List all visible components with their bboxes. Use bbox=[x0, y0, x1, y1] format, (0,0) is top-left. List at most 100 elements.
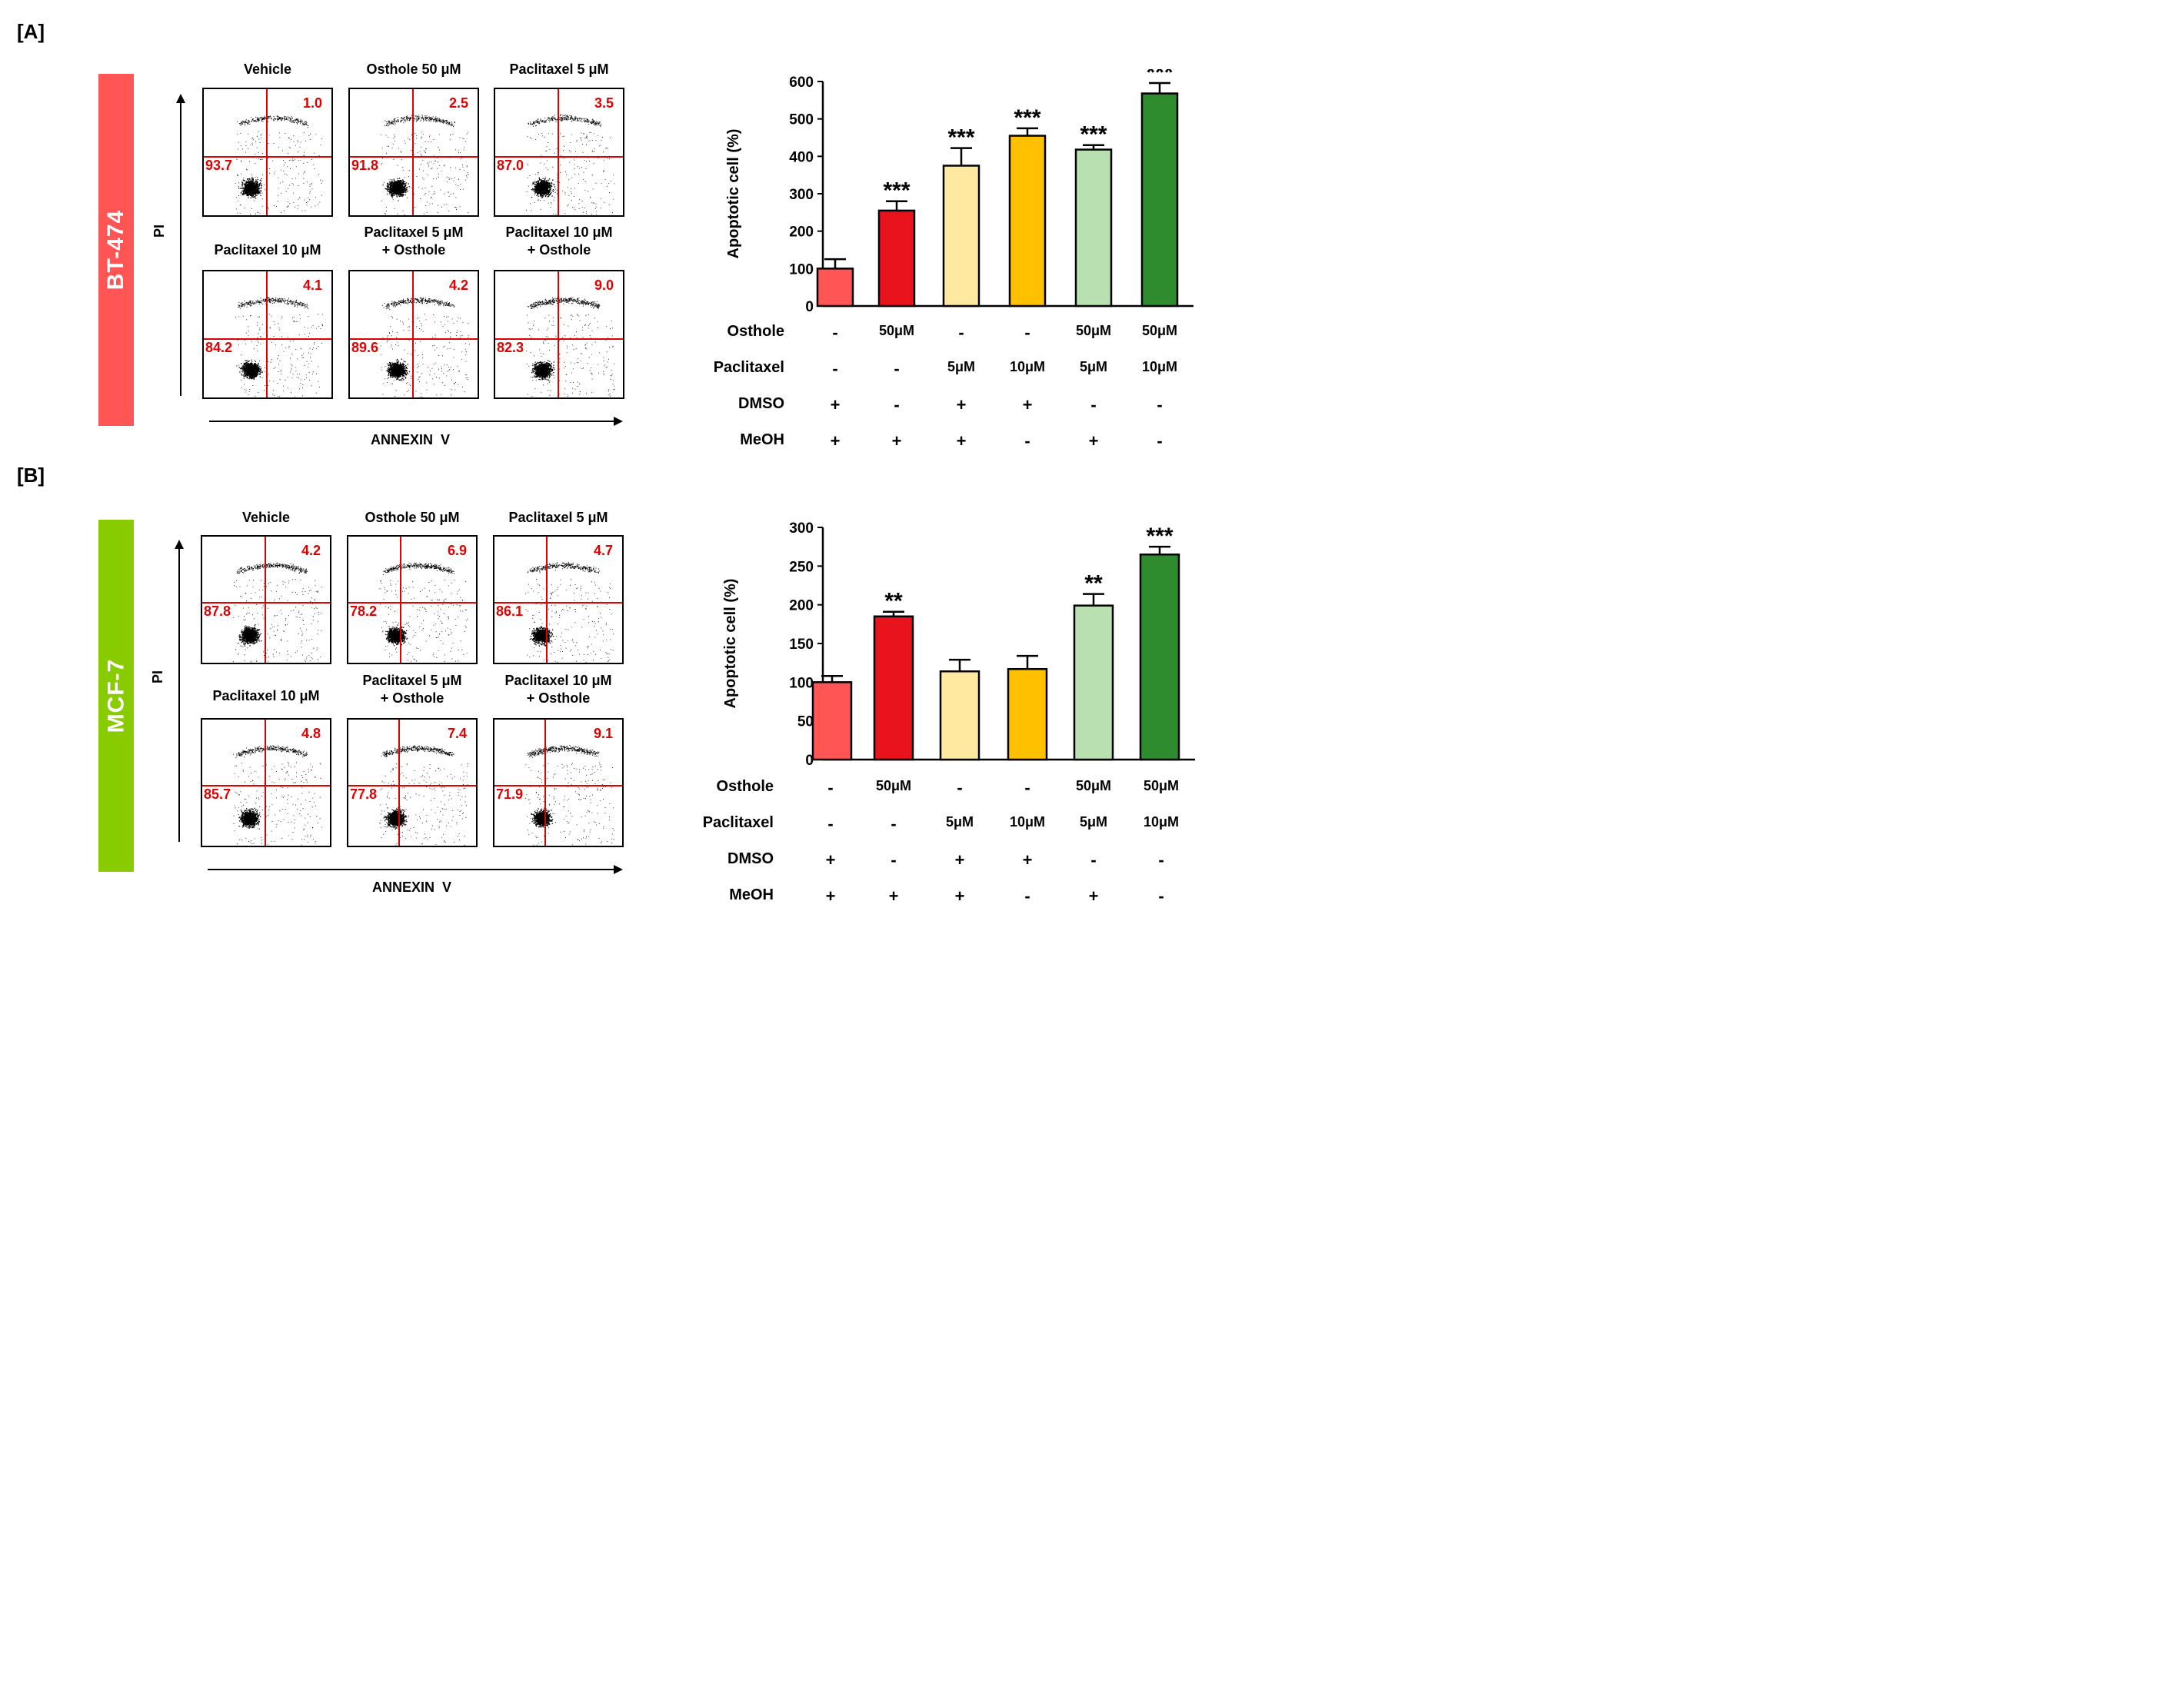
lower-left-percent: 77.8 bbox=[350, 786, 378, 802]
treatment-cell: + bbox=[891, 431, 902, 451]
lower-left-percent: 86.1 bbox=[496, 604, 524, 619]
flow-cytometry-plot: 4.7 86.1 bbox=[493, 535, 624, 664]
flow-panel-title-line: + Osthole bbox=[527, 242, 591, 258]
event-dots bbox=[526, 114, 615, 215]
event-dots bbox=[235, 297, 324, 397]
y-tick-label: 300 bbox=[789, 520, 814, 537]
upper-right-percent: 9.0 bbox=[594, 278, 614, 293]
scatter-dots bbox=[494, 720, 622, 846]
flow-axes-b bbox=[175, 540, 623, 874]
treatment-cell: + bbox=[954, 886, 965, 906]
treatment-cell: 50μM bbox=[875, 778, 912, 793]
treatment-cell: - bbox=[1024, 323, 1030, 342]
lower-left-percent: 89.6 bbox=[351, 340, 379, 355]
treatment-row-label: MeOH bbox=[729, 886, 774, 903]
treatment-row-label: Paclitaxel bbox=[713, 359, 784, 376]
flow-cytometry-plot: 2.5 91.8 bbox=[348, 88, 479, 217]
scatter-dots bbox=[495, 89, 623, 215]
pi-arrowhead bbox=[175, 540, 184, 549]
treatment-cell: + bbox=[1022, 395, 1033, 414]
y-tick-label: 500 bbox=[789, 112, 814, 128]
treatment-cell: + bbox=[825, 850, 836, 870]
flow-cytometry-plot: 4.8 85.7 bbox=[201, 718, 331, 847]
treatment-cell: + bbox=[1088, 886, 1099, 906]
significance-label: *** bbox=[1146, 524, 1173, 549]
bar bbox=[816, 268, 854, 308]
lower-left-percent: 87.8 bbox=[204, 604, 231, 619]
treatment-cell: 50μM bbox=[1143, 778, 1180, 793]
y-tick-label: 100 bbox=[789, 675, 814, 691]
treatment-row-label: Paclitaxel bbox=[702, 814, 774, 831]
treatment-cell: - bbox=[894, 359, 900, 378]
event-dots bbox=[235, 115, 324, 214]
scatter-dots bbox=[202, 537, 330, 663]
treatment-cell: 10μM bbox=[1009, 814, 1046, 830]
treatment-row-label: DMSO bbox=[727, 850, 774, 867]
flow-panel-title-line: Osthole 50 μM bbox=[365, 510, 460, 525]
upper-right-percent: 6.9 bbox=[447, 543, 467, 558]
treatment-cell: 5μM bbox=[1079, 359, 1108, 374]
lower-left-percent: 84.2 bbox=[205, 340, 233, 355]
annexin-axis-label: ANNEXIN V bbox=[372, 880, 452, 895]
flow-panel-title: Osthole 50 μM bbox=[337, 61, 491, 78]
bar bbox=[877, 209, 916, 308]
flow-panel-title: Paclitaxel 10 μM bbox=[191, 241, 345, 259]
flow-cytometry-plot: 4.1 84.2 bbox=[202, 270, 333, 399]
scatter-dots bbox=[204, 89, 331, 215]
flow-panel-title: Paclitaxel 5 μM + Osthole bbox=[337, 224, 491, 259]
treatment-cell: - bbox=[1158, 886, 1164, 906]
annexin-arrowhead bbox=[614, 417, 623, 426]
y-tick-label: 600 bbox=[789, 75, 814, 91]
upper-right-percent: 4.2 bbox=[301, 543, 321, 558]
bar bbox=[1139, 553, 1180, 761]
bar-chart-a: 0 100 200 300 400 500 600 Apoptotic cell (%) ***… bbox=[725, 69, 1194, 315]
event-dots bbox=[379, 745, 468, 846]
lower-left-percent: 87.0 bbox=[497, 158, 524, 173]
treatment-cell: - bbox=[1024, 778, 1030, 797]
lower-left-percent: 93.7 bbox=[205, 158, 233, 173]
treatment-cell: 5μM bbox=[1079, 814, 1108, 830]
upper-right-percent: 2.5 bbox=[448, 95, 468, 111]
flow-panel-title-line: Vehicle bbox=[241, 510, 291, 525]
upper-right-percent: 9.1 bbox=[593, 726, 613, 741]
lower-left-percent: 78.2 bbox=[350, 604, 378, 619]
y-axis-label: Apoptotic cell (%) bbox=[725, 129, 742, 259]
cell-line-bar-bt474: BT-474 bbox=[98, 74, 134, 426]
flow-cytometry-plot: 1.0 93.7 bbox=[202, 88, 333, 217]
upper-right-percent: 1.0 bbox=[302, 95, 322, 111]
flow-cytometry-plot: 7.4 77.8 bbox=[347, 718, 478, 847]
flow-panel-title: Paclitaxel 5 μM bbox=[482, 61, 636, 78]
treatment-cell: 50μM bbox=[1075, 778, 1112, 793]
treatment-cell: + bbox=[830, 431, 841, 451]
y-tick-label: 400 bbox=[789, 149, 814, 165]
treatment-cell: - bbox=[891, 814, 897, 833]
y-tick-label: 150 bbox=[789, 637, 814, 653]
flow-panel-title-line: Paclitaxel 5 μM bbox=[364, 224, 464, 240]
y-tick-label: 0 bbox=[805, 299, 814, 315]
significance-label: ** bbox=[884, 589, 903, 614]
treatment-cell: - bbox=[891, 850, 897, 870]
event-dots bbox=[233, 562, 322, 663]
bar bbox=[1007, 667, 1048, 761]
flow-cytometry-plot: 6.9 78.2 bbox=[347, 535, 478, 664]
flow-cytometry-plot: 9.0 82.3 bbox=[494, 270, 624, 399]
upper-right-percent: 7.4 bbox=[447, 726, 467, 741]
treatment-cell: 50μM bbox=[1075, 323, 1112, 338]
treatment-cell: + bbox=[954, 850, 965, 870]
treatment-cell: 10μM bbox=[1141, 359, 1178, 374]
scatter-dots bbox=[348, 720, 476, 846]
treatment-cell: 5μM bbox=[945, 814, 974, 830]
treatment-row-label: Osthole bbox=[716, 778, 774, 795]
flow-panel-title-line: Paclitaxel 5 μM bbox=[362, 673, 462, 688]
flow-panel-title: Vehicle bbox=[189, 509, 343, 527]
flow-panel-title: Osthole 50 μM bbox=[335, 509, 489, 527]
significance-label: *** bbox=[883, 178, 910, 204]
treatment-row-label: MeOH bbox=[740, 431, 784, 448]
treatment-cell: 50μM bbox=[878, 323, 915, 338]
y-tick-label: 250 bbox=[789, 559, 814, 575]
flow-panel-title-line: + Osthole bbox=[381, 242, 446, 258]
section-b-label: [B] bbox=[17, 464, 45, 487]
treatment-cell: + bbox=[825, 886, 836, 906]
treatment-cell: - bbox=[827, 778, 834, 797]
treatment-cell: - bbox=[957, 778, 963, 797]
